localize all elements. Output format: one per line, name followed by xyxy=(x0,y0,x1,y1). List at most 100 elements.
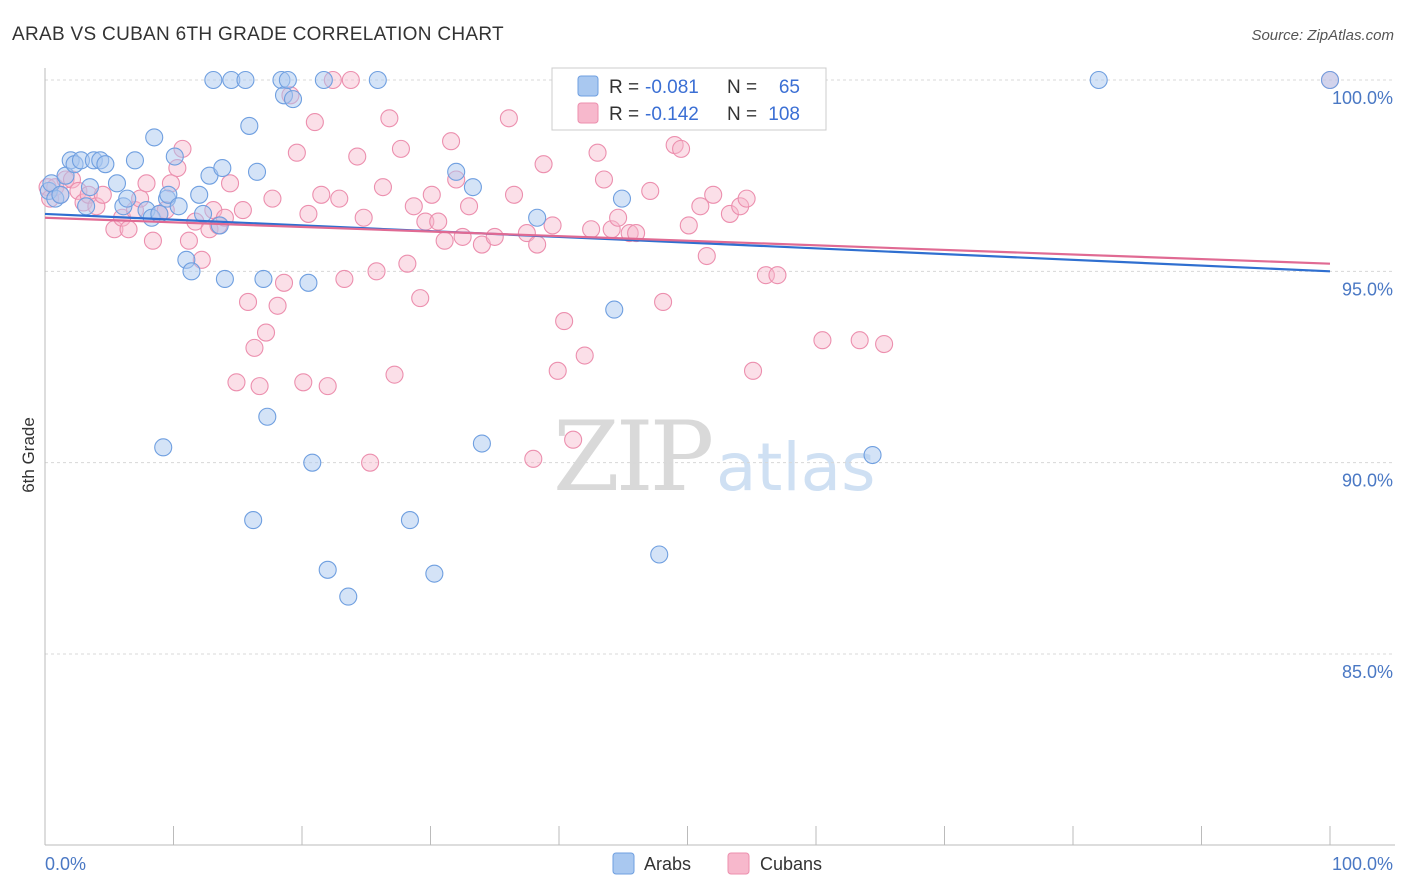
legend-arabs-r-value: -0.081 xyxy=(645,77,699,98)
cubans-point xyxy=(679,216,698,235)
arabs-point xyxy=(605,300,624,319)
cubans-point xyxy=(274,273,294,292)
cubans-point xyxy=(485,227,504,246)
cubans-point xyxy=(641,181,660,201)
cubans-point xyxy=(620,224,639,243)
arabs-point xyxy=(1320,70,1340,90)
cubans-point xyxy=(341,70,360,90)
cubans-point xyxy=(367,262,386,281)
arabs-point xyxy=(463,178,482,197)
cubans-point xyxy=(330,189,349,208)
cubans-point xyxy=(588,143,607,162)
cubans-point xyxy=(398,254,417,273)
cubans-point xyxy=(442,132,461,151)
watermark-atlas: atlas xyxy=(716,429,876,506)
arabs-point xyxy=(339,587,358,606)
cubans-point xyxy=(263,189,282,208)
cubans-point xyxy=(380,109,399,128)
cubans-point xyxy=(404,197,423,216)
arabs-point xyxy=(77,197,96,216)
arabs-point xyxy=(254,269,273,289)
legend-cubans-swatch xyxy=(577,102,599,124)
cubans-point xyxy=(875,334,894,354)
arabs-point xyxy=(303,453,322,472)
chart-title: ARAB VS CUBAN 6TH GRADE CORRELATION CHAR… xyxy=(12,24,504,45)
cubans-point xyxy=(731,197,750,216)
cubans-point xyxy=(335,269,354,289)
legend-cubans-r-value: -0.142 xyxy=(645,104,699,125)
arabs-point xyxy=(159,185,178,204)
cubans-point xyxy=(119,220,138,239)
bottom-legend-arabs-label: Arabs xyxy=(644,854,691,874)
cubans-point xyxy=(220,174,240,193)
legend-arabs-n-value: 65 xyxy=(779,77,800,98)
axes: 85.0% 90.0% 95.0% 100.0% 0.0% 100.0% xyxy=(44,68,1395,874)
bottom-legend-cubans-label: Cubans xyxy=(760,854,822,874)
source-label: Source: ZipAtlas.com xyxy=(1251,27,1394,44)
arabs-point xyxy=(247,162,267,181)
cubans-point xyxy=(654,292,673,311)
arabs-point xyxy=(182,262,201,281)
cubans-point xyxy=(268,296,287,315)
arabs-point xyxy=(472,434,491,453)
y-axis-title: 6th Grade xyxy=(19,417,38,493)
cubans-point xyxy=(305,113,324,132)
arabs-point xyxy=(425,564,444,583)
watermark-zip: ZIP xyxy=(553,401,712,513)
y-tick-label: 95.0% xyxy=(1342,279,1393,299)
arabs-point xyxy=(258,407,277,426)
arabs-point xyxy=(145,128,164,147)
y-tick-label: 90.0% xyxy=(1342,471,1393,491)
legend-arabs-r-label: R = xyxy=(609,77,639,98)
cubans-point xyxy=(373,178,393,197)
cubans-point xyxy=(411,289,430,308)
trend-lines xyxy=(44,212,1331,273)
cubans-point xyxy=(743,361,763,380)
cubans-point xyxy=(256,323,276,342)
x-tick-label: 100.0% xyxy=(1332,854,1393,874)
legend-arabs-n-label: N = xyxy=(727,77,757,98)
cubans-point xyxy=(627,224,646,243)
arabs-point xyxy=(400,511,419,530)
arabs-point xyxy=(169,197,188,216)
cubans-point xyxy=(555,312,574,331)
cubans-point xyxy=(704,185,723,204)
arabs-point xyxy=(125,151,144,170)
arabs-point xyxy=(314,70,333,90)
arabs-point xyxy=(80,178,100,197)
arabs-point xyxy=(154,438,173,457)
cubans-point xyxy=(227,373,246,392)
cubans-point xyxy=(137,174,156,193)
cubans-point xyxy=(813,331,832,350)
cubans-point xyxy=(459,197,479,216)
arabs-point xyxy=(368,70,387,90)
cubans-point xyxy=(179,231,198,250)
cubans-point xyxy=(348,147,367,166)
arabs-point xyxy=(107,174,127,193)
arabs-point xyxy=(528,208,547,227)
arabs-point xyxy=(190,185,209,204)
cubans-point xyxy=(391,139,410,158)
cubans-point xyxy=(609,208,628,227)
series-legend: Arabs Cubans xyxy=(612,852,822,875)
cubans-point xyxy=(575,346,594,365)
cubans-point xyxy=(233,201,252,220)
arabs-point xyxy=(278,70,297,90)
arabs-point xyxy=(650,545,669,564)
y-tick-label: 85.0% xyxy=(1342,662,1393,682)
arabs-point xyxy=(240,116,259,135)
arabs-point xyxy=(118,189,137,208)
cubans-point xyxy=(697,246,716,266)
cubans-point xyxy=(528,235,547,254)
arabs-point xyxy=(204,70,223,90)
cubans-point xyxy=(517,224,536,243)
arabs-point xyxy=(51,185,70,204)
arabs-point xyxy=(96,155,115,174)
arabs-point xyxy=(612,189,632,208)
cubans-point xyxy=(294,373,313,392)
y-tick-label: 100.0% xyxy=(1332,88,1393,108)
cubans-point xyxy=(453,227,472,246)
cubans-trend-line xyxy=(44,216,1331,265)
cubans-point xyxy=(720,204,739,223)
